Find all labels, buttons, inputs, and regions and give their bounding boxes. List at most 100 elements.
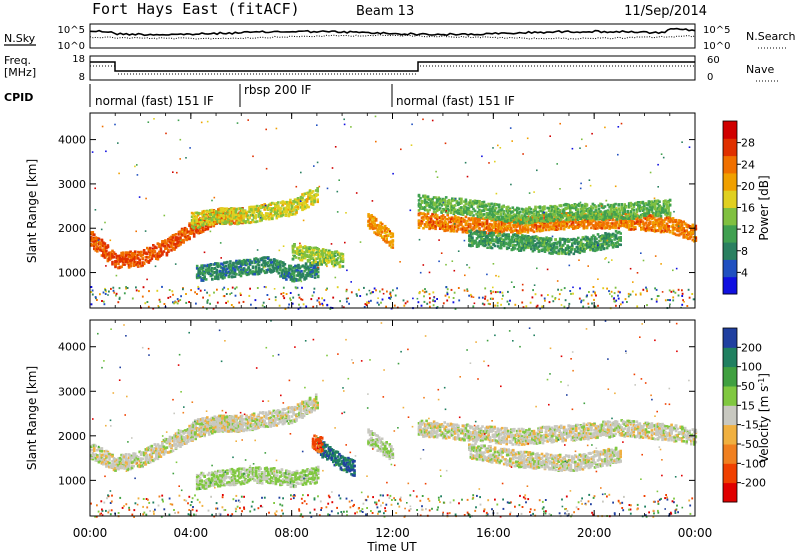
data-cell [280, 214, 283, 218]
data-cell [280, 212, 283, 215]
data-cell [318, 257, 322, 261]
data-cell [240, 209, 244, 212]
data-cell [334, 254, 337, 258]
data-cell [316, 193, 319, 196]
data-cell [291, 269, 294, 273]
data-cell [417, 193, 421, 197]
data-cell [211, 270, 214, 273]
data-cell [214, 262, 217, 266]
data-cell [289, 201, 292, 204]
data-cell [219, 207, 223, 210]
data-cell [272, 210, 276, 213]
data-cell [253, 271, 256, 274]
data-cell [387, 234, 390, 238]
data-cell [222, 214, 226, 217]
data-cell [212, 263, 216, 266]
data-cell [540, 214, 543, 217]
data-cell [296, 247, 299, 251]
data-cell [259, 268, 262, 272]
data-cell [222, 210, 226, 214]
data-cell [152, 251, 155, 255]
date-label: 11/Sep/2014 [624, 4, 707, 19]
data-cell [215, 210, 218, 213]
data-cell [331, 256, 334, 259]
data-cell [121, 256, 125, 260]
data-cell [221, 277, 225, 280]
data-cell [232, 261, 235, 265]
data-cell [190, 221, 194, 225]
data-cell [289, 264, 293, 268]
data-cell [299, 196, 303, 200]
data-cell [262, 256, 265, 259]
data-cell [516, 216, 519, 220]
data-cell [276, 270, 279, 273]
data-cell [139, 254, 143, 258]
data-cell [170, 243, 173, 247]
data-cell [310, 272, 314, 275]
data-cell [156, 257, 160, 261]
data-cell [277, 207, 280, 210]
data-cell [271, 269, 275, 272]
data-cell [317, 248, 320, 251]
data-cell [304, 262, 308, 266]
data-cell [272, 213, 276, 217]
data-cell [217, 262, 220, 265]
data-cell [211, 267, 214, 270]
data-cell [603, 205, 607, 208]
data-cell [242, 261, 246, 265]
data-cell [283, 207, 286, 210]
data-cell [221, 214, 224, 218]
data-cell [228, 222, 232, 226]
data-cell [329, 254, 333, 257]
data-cell [464, 199, 468, 203]
data-cell [196, 213, 200, 217]
data-cell [204, 215, 207, 218]
data-cell [291, 279, 294, 283]
data-cell [247, 271, 250, 274]
data-cell [302, 194, 306, 197]
data-cell [335, 258, 339, 261]
data-cell [311, 257, 314, 260]
data-cell [647, 211, 651, 215]
data-cell [377, 225, 381, 229]
data-cell [276, 266, 279, 270]
data-cell [297, 263, 300, 267]
data-cell [190, 211, 194, 215]
data-cell [216, 218, 220, 222]
data-cell [379, 221, 382, 225]
data-cell [223, 265, 226, 269]
data-cell [289, 208, 292, 212]
data-cell [334, 250, 337, 254]
data-cell [316, 200, 319, 204]
data-cell [529, 207, 533, 211]
data-cell [287, 206, 291, 209]
data-cell [233, 207, 236, 210]
data-cell [526, 217, 530, 220]
data-cell [267, 257, 270, 260]
data-cell [428, 208, 431, 212]
data-cell [297, 250, 301, 253]
data-cell [268, 217, 271, 221]
data-cell [609, 216, 613, 220]
data-cell [318, 255, 322, 259]
data-cell [245, 213, 248, 216]
data-cell [287, 204, 291, 207]
data-cell [200, 230, 203, 234]
data-cell [313, 196, 316, 199]
data-cell [309, 270, 312, 274]
data-cell [200, 226, 203, 230]
data-cell [246, 217, 250, 221]
data-cell [162, 250, 166, 253]
band-2 [190, 187, 319, 230]
data-cell [224, 268, 228, 272]
data-cell [377, 227, 381, 231]
data-cell [224, 270, 228, 274]
data-cell [449, 202, 453, 205]
data-cell [271, 264, 275, 268]
data-cell [280, 201, 283, 205]
data-cell [93, 240, 96, 243]
data-cell [156, 254, 160, 258]
data-cell [198, 212, 201, 215]
data-cell [286, 200, 289, 204]
data-cell [290, 209, 294, 213]
